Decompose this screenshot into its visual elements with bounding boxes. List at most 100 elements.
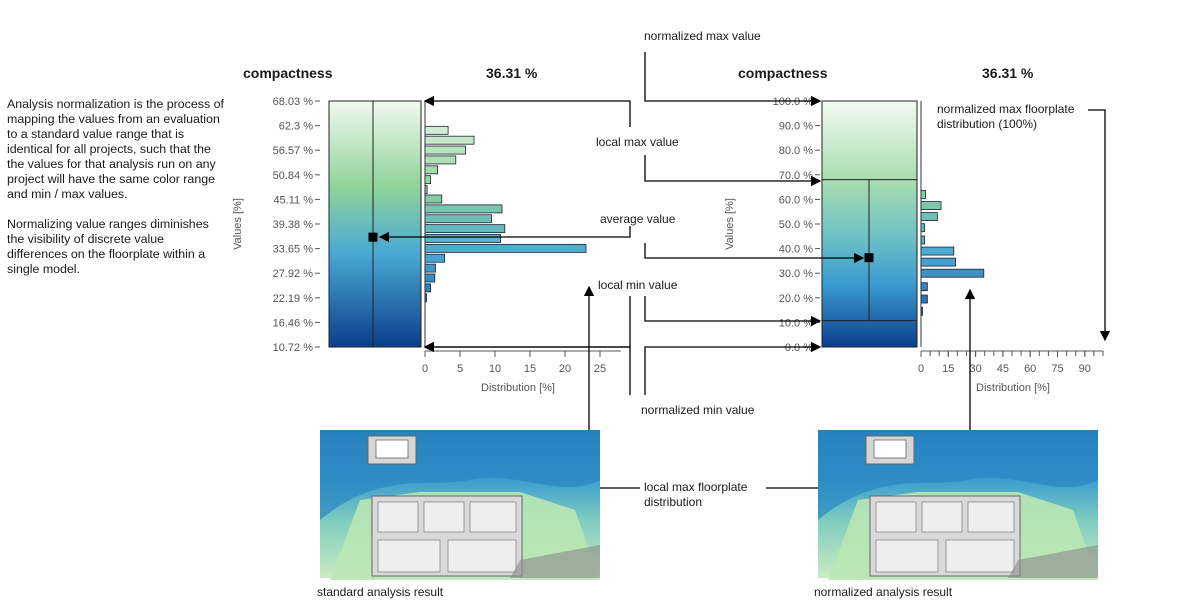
distribution-bar — [920, 282, 928, 292]
distribution-bar — [424, 194, 443, 204]
y-tick-label: 62.3 % — [279, 121, 313, 133]
arrow-normalized-min-right — [644, 341, 822, 395]
right-x-axis-label: Distribution [%] — [976, 382, 1050, 394]
y-tick-label: 33.65 % — [273, 244, 314, 256]
distribution-bar — [920, 212, 938, 222]
y-tick-label: 30.0 % — [779, 268, 813, 280]
x-tick-label: 75 — [1051, 363, 1063, 375]
x-tick-label: 25 — [594, 363, 606, 375]
y-tick-label: 100.0 % — [773, 96, 814, 108]
y-tick-label: 16.46 % — [273, 317, 314, 329]
label-normalized-max: normalized max value — [644, 29, 761, 43]
y-tick-label: 56.57 % — [273, 145, 314, 157]
y-tick-label: 60.0 % — [779, 194, 813, 206]
left-chart: 68.03 % 62.3 % 56.57 % 50.84 % 45.11 % 39.38 … — [232, 96, 621, 394]
description-text: Analysis normalization is the process of… — [7, 97, 227, 292]
connector-arrows — [378, 52, 1111, 489]
distribution-bar — [920, 246, 955, 256]
distribution-bar — [920, 306, 923, 316]
y-tick-label: 20.0 % — [779, 293, 813, 305]
distribution-bar — [424, 253, 446, 263]
x-tick-label: 60 — [1024, 363, 1036, 375]
arrow-average-right — [644, 243, 865, 264]
left-legend-bar — [328, 100, 422, 348]
distribution-bar — [424, 185, 428, 194]
left-y-axis-label: Values [%] — [232, 198, 244, 250]
label-average: average value — [600, 212, 676, 226]
label-normalized-max-floorplate: normalized max floorplate distribution (… — [937, 102, 1075, 131]
y-tick-label: 90.0 % — [779, 121, 813, 133]
right-average-marker — [864, 253, 874, 263]
right-floorplan — [818, 430, 1098, 580]
left-floorplan — [320, 430, 600, 580]
distribution-bar — [920, 223, 926, 233]
x-tick-label: 5 — [457, 363, 463, 375]
distribution-bar — [424, 175, 431, 185]
arrow-local-min-right — [644, 296, 822, 327]
distribution-bar — [424, 293, 427, 303]
y-tick-label: 45.11 % — [273, 194, 313, 206]
arrow-average-left — [378, 226, 631, 243]
x-tick-label: 15 — [942, 363, 954, 375]
description-paragraph-2: Normalizing value ranges diminishes the … — [7, 217, 209, 276]
distribution-bar — [424, 243, 587, 253]
distribution-bar — [424, 145, 466, 155]
left-bars — [424, 125, 587, 303]
distribution-bar — [920, 294, 928, 304]
y-tick-label: 80.0 % — [779, 145, 813, 157]
y-tick-label: 27.92 % — [273, 268, 314, 280]
x-tick-label: 90 — [1079, 363, 1091, 375]
distribution-bar — [424, 273, 436, 283]
y-tick-label: 50.0 % — [779, 219, 813, 231]
x-tick-label: 0 — [918, 363, 924, 375]
left-x-axis-label: Distribution [%] — [481, 382, 555, 394]
distribution-bar — [920, 257, 956, 267]
arrow-local-min-left — [423, 296, 631, 353]
right-metric-value: 36.31 % — [982, 65, 1034, 81]
distribution-bar — [424, 224, 506, 234]
left-metric-value: 36.31 % — [486, 65, 538, 81]
right-plan-caption: normalized analysis result — [814, 585, 953, 599]
y-tick-label: 10.72 % — [273, 342, 314, 354]
distribution-bar — [424, 283, 431, 293]
right-metric-name: compactness — [738, 65, 828, 81]
distribution-bar — [424, 234, 501, 243]
left-average-marker — [368, 232, 378, 242]
label-local-min: local min value — [598, 278, 678, 292]
right-bars — [920, 190, 985, 316]
y-tick-label: 68.03 % — [273, 96, 314, 108]
right-chart: 100.0 % 90.0 % 80.0 % 70.0 % 60.0 % 50.0 % 40.… — [724, 96, 1104, 394]
right-x-ticks: 0 15 30 45 60 75 90 — [918, 350, 1104, 375]
distribution-bar — [424, 155, 457, 165]
y-tick-label: 40.0 % — [779, 244, 813, 256]
distribution-bar — [920, 190, 926, 199]
y-tick-label: 39.38 % — [273, 219, 314, 231]
distribution-bar — [920, 201, 942, 210]
distribution-bar — [424, 204, 503, 214]
x-tick-label: 30 — [969, 363, 981, 375]
y-tick-label: 0.0 % — [785, 342, 813, 354]
x-tick-label: 20 — [559, 363, 571, 375]
x-tick-label: 45 — [997, 363, 1009, 375]
left-plan-caption: standard analysis result — [317, 585, 444, 599]
right-y-ticks: 100.0 % 90.0 % 80.0 % 70.0 % 60.0 % 50.0 % 40.… — [773, 96, 820, 354]
distribution-bar — [424, 125, 449, 135]
distribution-bar — [920, 235, 926, 245]
arrow-normalized-max-floorplate — [1088, 109, 1111, 342]
x-tick-label: 15 — [524, 363, 536, 375]
distribution-bar — [424, 214, 492, 224]
left-metric-name: compactness — [243, 65, 333, 81]
left-x-ticks: 0 5 10 15 20 25 — [422, 350, 621, 375]
left-y-ticks: 68.03 % 62.3 % 56.57 % 50.84 % 45.11 % 39.38 … — [273, 96, 320, 354]
x-tick-label: 0 — [422, 363, 428, 375]
label-local-max: local max value — [596, 135, 679, 149]
distribution-bar — [424, 263, 436, 273]
y-tick-label: 70.0 % — [779, 170, 813, 182]
distribution-bar — [424, 135, 475, 145]
distribution-bar — [424, 165, 439, 175]
y-tick-label: 10.0 % — [779, 317, 813, 329]
label-normalized-min: normalized min value — [641, 403, 755, 417]
y-tick-label: 50.84 % — [273, 170, 314, 182]
arrow-local-max-left — [423, 95, 631, 127]
